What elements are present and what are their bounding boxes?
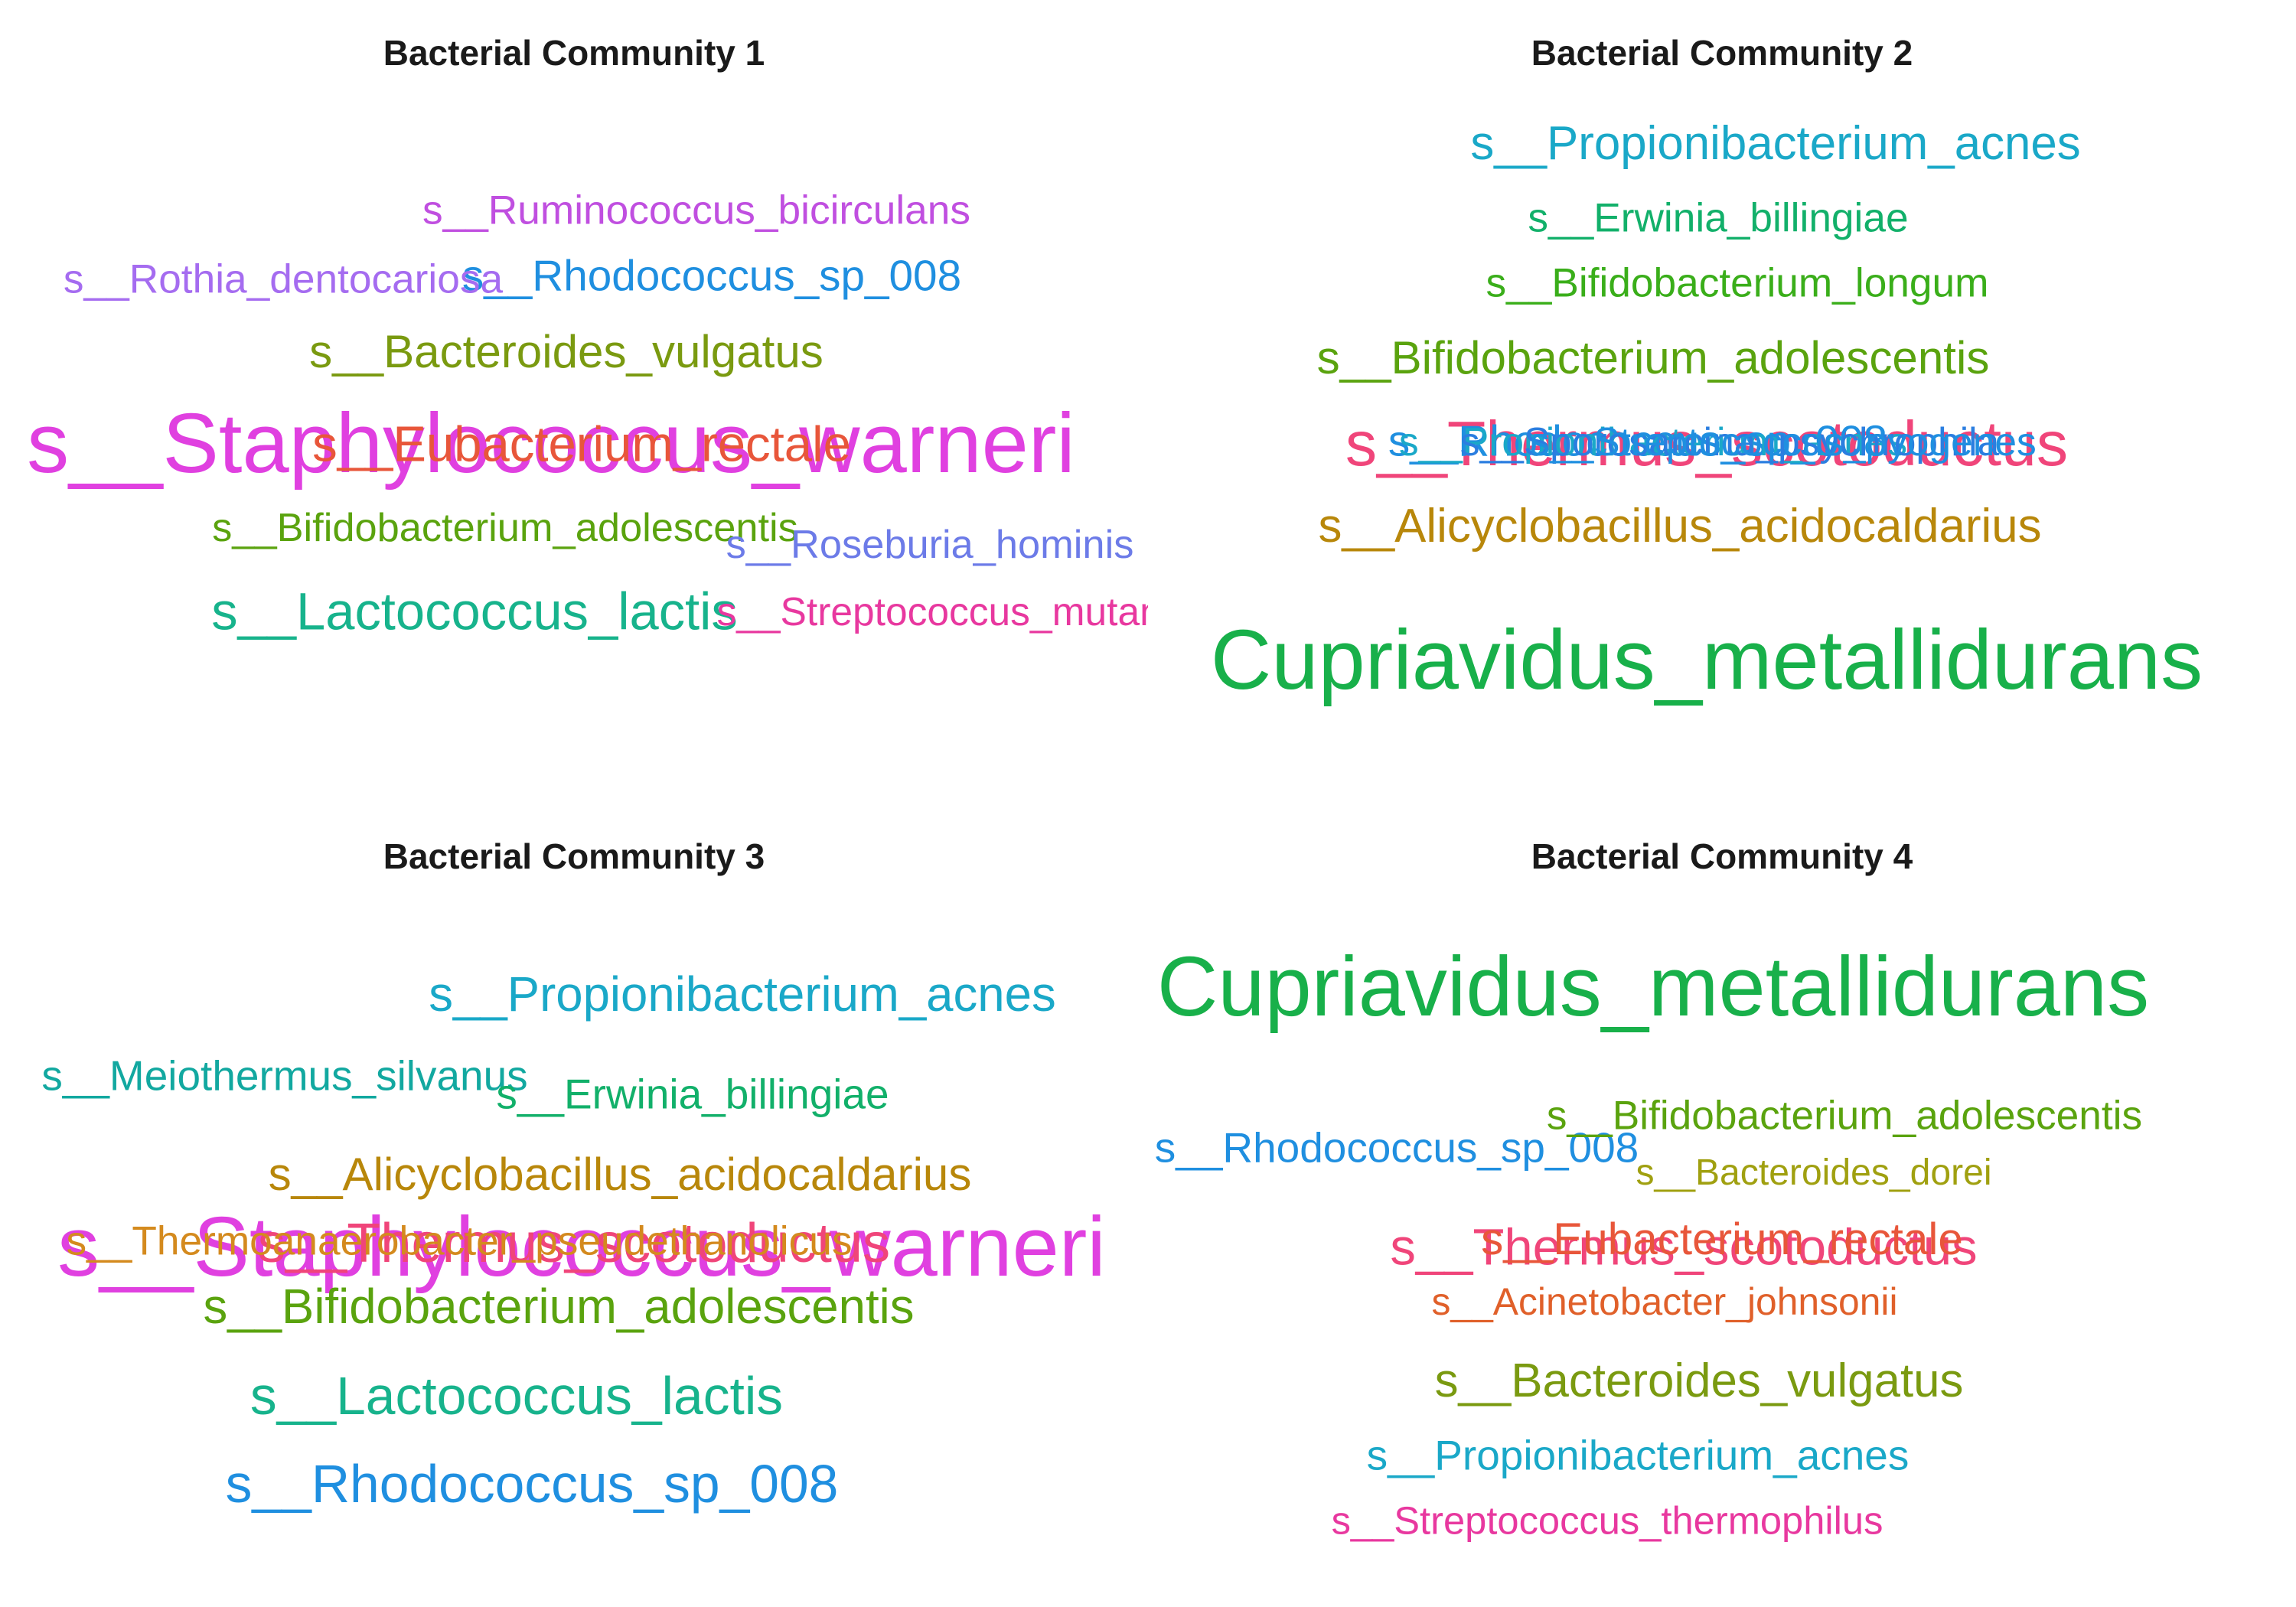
word-10: s__Streptococcus_mutans: [716, 589, 1148, 634]
word-2: s__Eubacterium_rectale: [312, 416, 851, 472]
wordcloud-panel-1: Bacterial Community 1 s__Staphylococcus_…: [0, 0, 1148, 804]
word-2: s__Thermus_scotoductus: [1390, 1218, 1978, 1276]
word-4: s__Bacteroides_vulgatus: [309, 325, 823, 377]
word-10: s__Erwinia_billingiae: [496, 1070, 889, 1118]
panel-title: Bacterial Community 1: [383, 33, 765, 73]
panel-title: Bacterial Community 3: [383, 836, 765, 876]
word-9: s__Acinetobacter_johnsonii: [1431, 1280, 1898, 1324]
word-7: s__Rothia_dentocariosa: [63, 256, 504, 302]
word-1: Cupriavidus_metallidurans: [1210, 613, 2203, 707]
word-6: s__Erwinia_billingiae: [1528, 195, 1909, 241]
word-3: s__Lactococcus_lactis: [211, 582, 738, 641]
word-5: s__Rhodococcus_sp_008: [461, 252, 962, 301]
wordcloud-panel-4: Bacterial Community 4 Cupriavidus_metall…: [1148, 804, 2296, 1607]
word-4: s__Bifidobacterium_adolescentis: [1316, 331, 1990, 383]
word-5: s__Alicyclobacillus_acidocaldarius: [268, 1148, 972, 1200]
word-10: s__Sporosarcina_psychrophila: [1459, 419, 2000, 464]
word-7: s__Bifidobacterium_adolescentis: [1546, 1093, 2143, 1139]
word-5: s__Propionibacterium_acnes: [1366, 1431, 1910, 1479]
word-8: s__Rhodococcus_sp_008: [225, 1454, 839, 1514]
word-5: s__Alicyclobacillus_acidocaldarius: [1318, 500, 2042, 553]
word-4: s__Bacteroides_vulgatus: [1434, 1354, 1964, 1408]
word-4: s__Propionibacterium_acnes: [429, 967, 1056, 1022]
word-7: s__Lactococcus_lactis: [249, 1366, 784, 1426]
wordcloud-panel-2: Bacterial Community 2 Cupriavidus_metall…: [1148, 0, 2296, 804]
word-1: s__Staphylococcus_warneri: [27, 396, 1075, 491]
word-8: s__Bifidobacterium_adolescentis: [212, 505, 798, 550]
word-3: s__Thermoanaerobacter_pseudethanolicus: [66, 1218, 853, 1264]
word-8: s__Rhodococcus_sp_008: [1388, 417, 1888, 466]
word-1: s__Staphylococcus_warneri: [57, 1200, 1106, 1294]
word-9: s__Meiothermus_silvanus: [41, 1051, 528, 1100]
word-9: s__Roseburia_hominis: [726, 522, 1134, 567]
word-2: s__Thermus_scotoductus: [1345, 408, 2069, 479]
word-2: s__Thermus_scotoductus: [257, 1212, 891, 1274]
word-6: s__Ruminococcus_bicirculans: [422, 187, 971, 233]
word-7: s__Bifidobacterium_longum: [1486, 260, 1989, 306]
word-11: s__Streptococcus_pyogenes: [1530, 419, 2037, 464]
word-1: Cupriavidus_metallidurans: [1156, 940, 2150, 1034]
word-10: s__Streptococcus_thermophilus: [1331, 1498, 1883, 1543]
word-6: s__Rhodococcus_sp_008: [1154, 1123, 1639, 1172]
word-9: s__Propionibacterium_acnes: [1398, 419, 1908, 464]
word-3: s__Propionibacterium_acnes: [1470, 117, 2081, 171]
word-6: s__Bifidobacterium_adolescentis: [203, 1279, 915, 1335]
word-8: s__Bacteroides_dorei: [1636, 1151, 1992, 1193]
wordcloud-panel-3: Bacterial Community 3 s__Staphylococcus_…: [0, 804, 1148, 1607]
word-3: s__Eubacterium_rectale: [1481, 1214, 1963, 1264]
panel-title: Bacterial Community 2: [1531, 33, 1913, 73]
panel-title: Bacterial Community 4: [1531, 836, 1913, 876]
